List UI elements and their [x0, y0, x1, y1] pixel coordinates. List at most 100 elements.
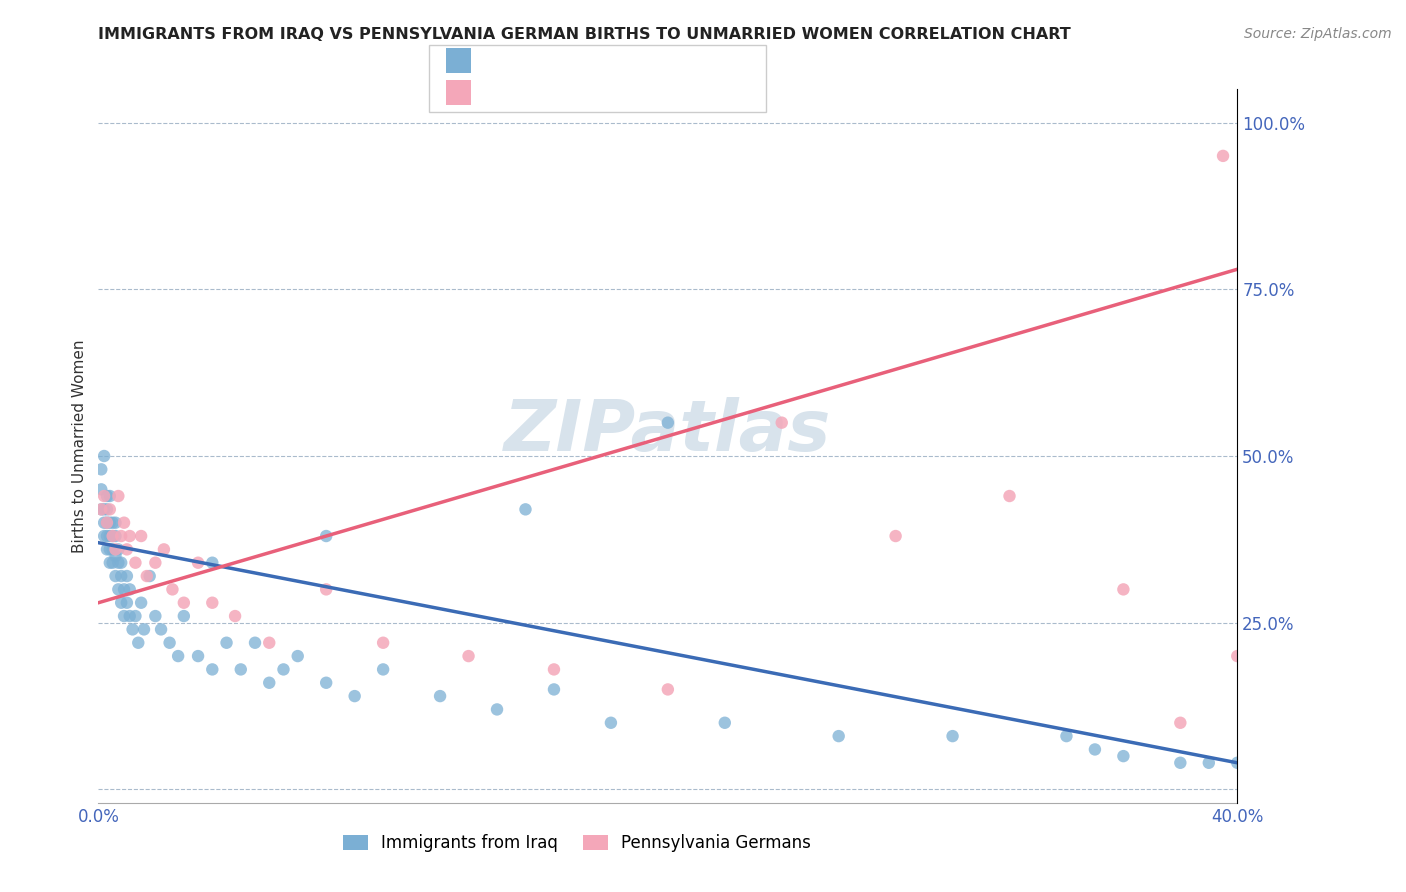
Point: [98, 502, 121, 516]
Point: [101, 556, 124, 570]
Point: [1198, 756, 1220, 770]
Point: [118, 582, 141, 597]
Point: [90, 483, 112, 497]
Point: [150, 623, 173, 637]
Point: [215, 636, 238, 650]
Point: [173, 609, 195, 624]
Point: [162, 582, 184, 597]
Point: [112, 516, 135, 530]
Point: [243, 636, 266, 650]
Point: [98, 542, 121, 557]
Point: [167, 649, 190, 664]
Point: [1226, 649, 1249, 664]
Point: [124, 556, 146, 570]
Point: [657, 682, 679, 697]
Point: [90, 502, 112, 516]
Point: [110, 596, 132, 610]
Point: [287, 649, 309, 664]
Point: [486, 702, 509, 716]
Point: [1226, 756, 1249, 770]
Point: [1212, 149, 1234, 163]
Point: [101, 529, 124, 543]
Point: [98, 529, 121, 543]
Point: [98, 516, 121, 530]
Point: [112, 609, 135, 624]
Point: [107, 582, 129, 597]
Point: [110, 556, 132, 570]
Point: [1112, 749, 1135, 764]
Point: [104, 569, 127, 583]
Point: [115, 542, 138, 557]
Point: [101, 542, 124, 557]
Point: [104, 516, 127, 530]
Point: [129, 529, 152, 543]
Point: [93, 489, 115, 503]
Point: [118, 609, 141, 624]
Point: [110, 569, 132, 583]
Point: [770, 416, 793, 430]
Point: [1170, 715, 1192, 730]
Point: [127, 636, 149, 650]
Point: [93, 529, 115, 543]
Point: [373, 636, 395, 650]
Point: [201, 662, 224, 676]
Point: [828, 729, 851, 743]
Point: [129, 596, 152, 610]
Legend: Immigrants from Iraq, Pennsylvania Germans: Immigrants from Iraq, Pennsylvania Germa…: [336, 828, 818, 859]
Point: [104, 549, 127, 563]
Point: [121, 623, 143, 637]
Text: Source: ZipAtlas.com: Source: ZipAtlas.com: [1244, 27, 1392, 41]
Point: [96, 502, 118, 516]
Point: [115, 596, 138, 610]
Point: [187, 556, 209, 570]
Point: [1084, 742, 1107, 756]
Point: [96, 542, 118, 557]
Point: [1056, 729, 1078, 743]
Point: [101, 516, 124, 530]
Point: [714, 715, 737, 730]
Point: [657, 416, 679, 430]
Point: [315, 675, 337, 690]
Y-axis label: Births to Unmarried Women: Births to Unmarried Women: [72, 339, 87, 553]
Point: [543, 662, 565, 676]
Point: [107, 556, 129, 570]
Point: [96, 529, 118, 543]
Point: [112, 582, 135, 597]
Point: [118, 529, 141, 543]
Point: [101, 529, 124, 543]
Point: [93, 516, 115, 530]
Point: [107, 489, 129, 503]
Point: [98, 556, 121, 570]
Point: [173, 596, 195, 610]
Point: [124, 609, 146, 624]
Point: [107, 542, 129, 557]
Point: [96, 516, 118, 530]
Point: [259, 636, 281, 650]
Point: [90, 462, 112, 476]
Point: [98, 489, 121, 503]
Point: [273, 662, 295, 676]
Text: IMMIGRANTS FROM IRAQ VS PENNSYLVANIA GERMAN BIRTHS TO UNMARRIED WOMEN CORRELATIO: IMMIGRANTS FROM IRAQ VS PENNSYLVANIA GER…: [98, 27, 1071, 42]
Point: [224, 609, 246, 624]
Point: [998, 489, 1021, 503]
Point: [153, 542, 176, 557]
Point: [201, 596, 224, 610]
Point: [1170, 756, 1192, 770]
Text: R =  0.346   N = 34: R = 0.346 N = 34: [482, 83, 644, 102]
Point: [187, 649, 209, 664]
Point: [515, 502, 537, 516]
Point: [93, 502, 115, 516]
Point: [110, 529, 132, 543]
Point: [104, 542, 127, 557]
Point: [315, 529, 337, 543]
Point: [543, 682, 565, 697]
Text: R = -0.294   N = 76: R = -0.294 N = 76: [482, 52, 645, 70]
Point: [884, 529, 907, 543]
Point: [942, 729, 965, 743]
Point: [135, 569, 157, 583]
Point: [145, 609, 167, 624]
Point: [159, 636, 181, 650]
Point: [138, 569, 160, 583]
Point: [1112, 582, 1135, 597]
Point: [115, 569, 138, 583]
